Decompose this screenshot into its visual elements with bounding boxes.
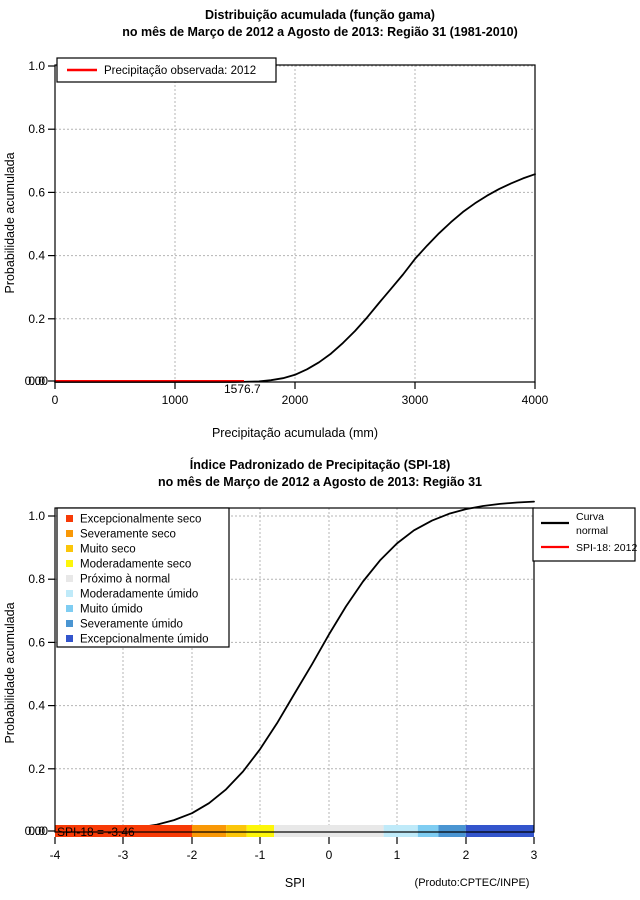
top-x-tick-0: 0 <box>52 393 59 407</box>
bottom-x-tick--2: -2 <box>187 848 198 862</box>
bottom-y-tick-0_6: 0.6 <box>28 635 45 649</box>
top-chart-svg: Distribuição acumulada (função gama) no … <box>3 8 549 440</box>
legend-label-3: Moderadamente seco <box>80 559 191 571</box>
bottom-chart-title-line1: Índice Padronizado de Precipitação (SPI-… <box>190 457 451 472</box>
top-chart-ylabel: Probabilidade acumulada <box>3 152 17 293</box>
legend-label-1: Severamente seco <box>80 529 176 541</box>
top-chart-panel: Distribuição acumulada (função gama) no … <box>3 8 549 440</box>
legend-swatch-excepcionalmente-umido <box>66 635 73 642</box>
bottom-y-tick-0_8: 0.8 <box>28 572 45 586</box>
curve-legend-item-spi[interactable]: SPI-18: 2012 <box>541 542 637 554</box>
colorbar-segment-excepcionalmente-seco <box>55 825 192 837</box>
top-chart-legend[interactable]: Precipitação observada: 2012 <box>56 57 277 83</box>
legend-item-2[interactable]: Muito seco <box>66 544 136 556</box>
legend-label-8: Excepcionalmente úmido <box>80 634 209 646</box>
legend-swatch-proximo-a-normal <box>66 575 73 582</box>
legend-swatch-excepcionalmente-seco <box>66 515 73 522</box>
top-chart-xlabel: Precipitação acumulada (mm) <box>212 426 378 440</box>
curve-legend-label-normal-line1: Curva <box>576 511 604 523</box>
legend-label-6: Muito úmido <box>80 604 143 616</box>
colorbar-segment-moderadamente-umido <box>383 825 418 837</box>
legend-item-0[interactable]: Excepcionalmente seco <box>66 514 201 526</box>
bottom-y-tick-0_4: 0.4 <box>28 699 45 713</box>
top-x-tick-3000: 3000 <box>402 393 429 407</box>
top-chart-y-axis: 1.0 0.8 0.6 0.4 0.2 0.0 0.00 <box>25 59 55 388</box>
colorbar-segment-severamente-seco <box>192 825 227 837</box>
top-x-tick-2000: 2000 <box>282 393 309 407</box>
bottom-y-tick-0_00-overlap: 0.00 <box>25 824 49 838</box>
bottom-x-tick-0: 0 <box>326 848 333 862</box>
top-y-tick-0_0: 0.0 <box>28 374 45 388</box>
legend-item-6[interactable]: Muito úmido <box>66 604 143 616</box>
colorbar-segment-proximo-a-normal <box>274 825 384 837</box>
colorbar-segment-severamente-umido <box>438 825 466 837</box>
top-y-tick-0_8: 0.8 <box>28 122 45 136</box>
top-y-tick-0_6: 0.6 <box>28 185 45 199</box>
top-y-tick-1_0: 1.0 <box>28 59 45 73</box>
legend-swatch-moderadamente-umido <box>66 590 73 597</box>
legend-swatch-moderadamente-seco <box>66 560 73 567</box>
top-x-tick-1000: 1000 <box>162 393 189 407</box>
curve-legend-label-normal-line2: normal <box>576 525 608 537</box>
top-chart-title-line2: no mês de Março de 2012 a Agosto de 2013… <box>122 25 518 39</box>
legend-item-4[interactable]: Próximo à normal <box>66 574 170 586</box>
observed-precipitation-annotation: 1576.7 <box>224 382 261 396</box>
colorbar-segment-excepcionalmente-umido <box>465 825 534 837</box>
colorbar-segment-moderadamente-seco <box>246 825 275 837</box>
legend-label-2: Muito seco <box>80 544 136 556</box>
bottom-chart-title-line2: no mês de Março de 2012 a Agosto de 2013… <box>158 475 482 489</box>
legend-swatch-severamente-umido <box>66 620 73 627</box>
bottom-x-tick-2: 2 <box>463 848 470 862</box>
bottom-y-tick-0_0: 0.0 <box>28 824 45 838</box>
spi-color-bar <box>55 825 534 837</box>
bottom-x-tick--4: -4 <box>50 848 61 862</box>
legend-swatch-muito-seco <box>66 545 73 552</box>
top-chart-legend-label: Precipitação observada: 2012 <box>104 65 256 77</box>
top-y-tick-0_2: 0.2 <box>28 312 45 326</box>
legend-label-7: Severamente úmido <box>80 619 183 631</box>
product-credit: (Produto:CPTEC/INPE) <box>415 877 530 889</box>
bottom-chart-plot-frame <box>54 507 535 833</box>
bottom-x-tick-3: 3 <box>531 848 538 862</box>
legend-item-5[interactable]: Moderadamente úmido <box>66 589 198 601</box>
bottom-x-tick-1: 1 <box>394 848 401 862</box>
bottom-chart-x-axis: -4 -3 -2 -1 0 1 2 3 <box>50 837 538 862</box>
bottom-chart-svg: Índice Padronizado de Precipitação (SPI-… <box>3 457 637 890</box>
bottom-chart-panel: Índice Padronizado de Precipitação (SPI-… <box>0 450 640 900</box>
bottom-x-tick--1: -1 <box>255 848 266 862</box>
legend-item-8[interactable]: Excepcionalmente úmido <box>66 634 209 646</box>
top-x-tick-4000: 4000 <box>522 393 549 407</box>
curve-legend-item-normal[interactable]: Curva normal <box>541 511 608 537</box>
bottom-y-tick-1_0: 1.0 <box>28 509 45 523</box>
colorbar-segment-muito-umido <box>417 825 439 837</box>
colorbar-segment-muito-seco <box>226 825 247 837</box>
legend-item-3[interactable]: Moderadamente seco <box>66 559 191 571</box>
top-chart-gridlines <box>54 65 536 381</box>
bottom-chart-ylabel: Probabilidade acumulada <box>3 602 17 743</box>
gamma-cdf-curve <box>54 173 536 383</box>
top-y-tick-0_4: 0.4 <box>28 249 45 263</box>
legend-item-1[interactable]: Severamente seco <box>66 529 176 541</box>
top-chart-x-axis: 0 1000 2000 3000 4000 <box>52 382 549 407</box>
legend-label-4: Próximo à normal <box>80 574 170 586</box>
bottom-y-tick-0_2: 0.2 <box>28 762 45 776</box>
legend-swatch-severamente-seco <box>66 530 73 537</box>
spi-category-legend[interactable]: Excepcionalmente seco Severamente seco M… <box>56 507 230 648</box>
top-chart-title-line1: Distribuição acumulada (função gama) <box>205 8 435 22</box>
curve-legend[interactable]: Curva normal SPI-18: 2012 <box>532 507 637 562</box>
bottom-x-tick--3: -3 <box>118 848 129 862</box>
legend-label-5: Moderadamente úmido <box>80 589 198 601</box>
bottom-chart-xlabel: SPI <box>285 876 305 890</box>
legend-label-0: Excepcionalmente seco <box>80 514 201 526</box>
curve-legend-label-spi: SPI-18: 2012 <box>576 542 637 554</box>
legend-item-7[interactable]: Severamente úmido <box>66 619 183 631</box>
top-y-tick-0_00-overlap: 0.00 <box>25 374 49 388</box>
legend-swatch-muito-umido <box>66 605 73 612</box>
bottom-chart-y-axis: 1.0 0.8 0.6 0.4 0.2 0.0 0.00 <box>25 509 55 838</box>
